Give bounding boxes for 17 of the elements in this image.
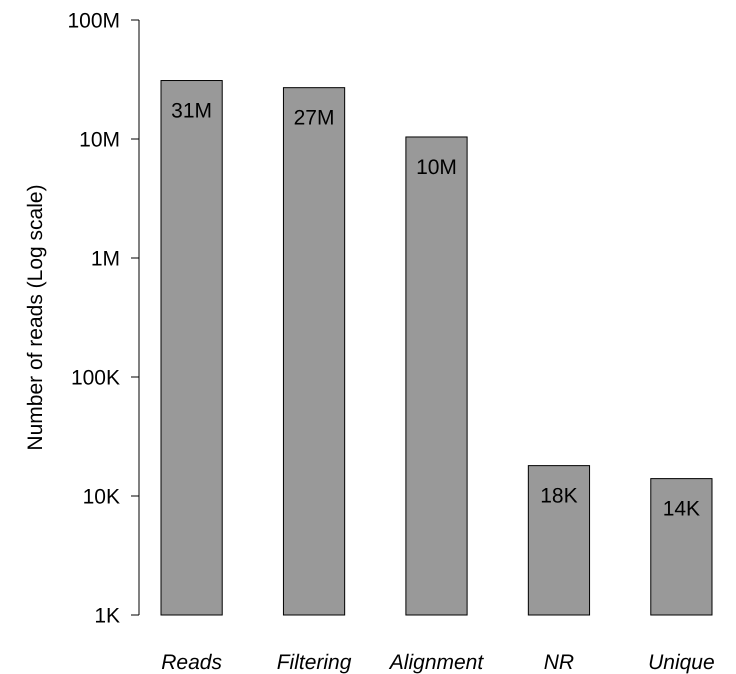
data-label: 10M	[416, 156, 457, 179]
data-label: 18K	[540, 484, 578, 508]
y-tick-label: 100M	[67, 9, 120, 32]
y-tick-label: 10K	[82, 485, 120, 508]
y-axis-title: Number of reads (Log scale)	[24, 184, 47, 451]
y-tick-label: 1K	[94, 604, 120, 628]
x-tick-label: NR	[544, 651, 574, 674]
x-tick-label: Filtering	[276, 651, 352, 674]
y-tick-label: 100K	[70, 366, 120, 390]
x-tick-label: Alignment	[388, 651, 484, 674]
y-tick-label: 1M	[90, 247, 120, 270]
data-label: 31M	[171, 100, 212, 123]
x-tick-label: Unique	[648, 651, 715, 674]
data-label: 27M	[294, 106, 334, 130]
x-tick-label: Reads	[161, 651, 222, 674]
y-tick-label: 10M	[79, 128, 120, 152]
data-label: 14K	[662, 498, 700, 521]
